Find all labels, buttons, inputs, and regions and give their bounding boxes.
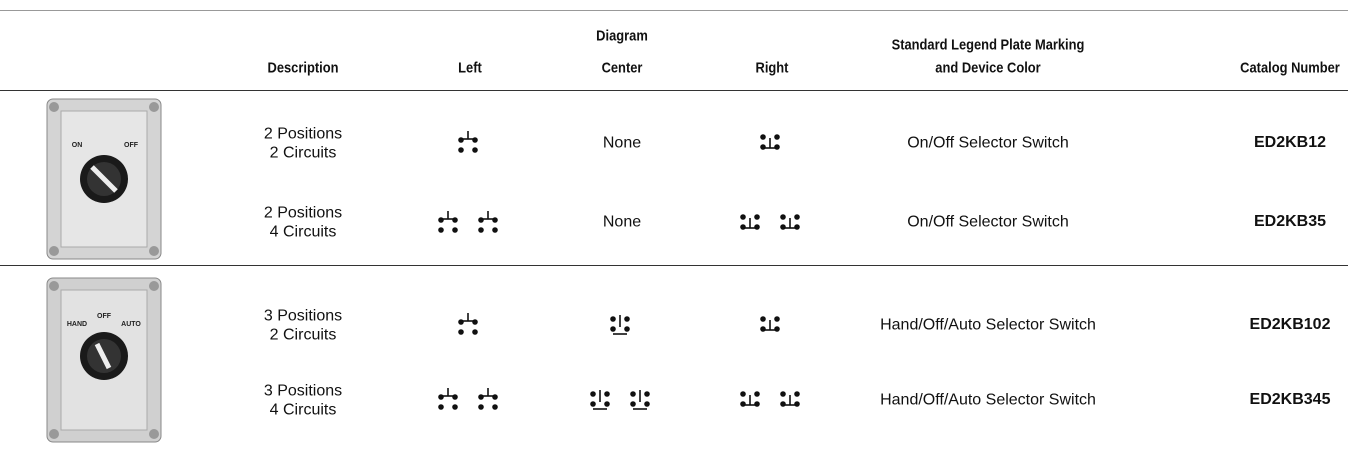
catalog-number: ED2KB345	[1249, 391, 1331, 408]
catalog-number: ED2KB102	[1249, 316, 1331, 333]
switch-photo: OFF HAND AUTO	[46, 277, 162, 443]
header-diagram: Diagram	[596, 27, 648, 45]
header-description: Description	[267, 59, 339, 77]
header-catalog: Catalog Number	[1240, 59, 1340, 77]
legend: On/Off Selector Switch	[907, 213, 1069, 231]
description: 3 Positions	[263, 382, 343, 399]
catalog-number: ED2KB12	[1253, 134, 1327, 151]
center-diagram: None	[602, 134, 642, 152]
center-diagram: None	[602, 213, 642, 231]
diagram-left	[438, 387, 498, 410]
top-rule	[0, 10, 1348, 11]
plate-label: ON	[72, 142, 83, 149]
diagram-center	[610, 314, 630, 335]
plate-label: HAND	[67, 321, 87, 328]
description: 4 Circuits	[269, 223, 337, 240]
header-center: Center	[601, 59, 643, 77]
diagram-right	[740, 214, 800, 230]
group-rule	[0, 265, 1348, 266]
header-rule	[0, 90, 1348, 91]
plate-label: OFF	[124, 142, 139, 149]
diagram-center	[590, 389, 650, 410]
diagram-left	[458, 312, 478, 335]
description: 2 Positions	[263, 204, 343, 221]
diagram-right	[760, 134, 780, 150]
plate-label: AUTO	[121, 321, 141, 328]
catalog-number: ED2KB35	[1253, 213, 1327, 230]
description: 4 Circuits	[269, 401, 337, 418]
diagram-left	[438, 210, 498, 233]
diagram-right	[760, 316, 780, 332]
header-legend: and Device Color	[935, 59, 1041, 77]
legend: Hand/Off/Auto Selector Switch	[880, 391, 1096, 409]
description: 2 Circuits	[269, 326, 337, 343]
diagram-right	[740, 391, 800, 407]
header-left: Left	[458, 59, 482, 77]
description: 3 Positions	[263, 307, 343, 324]
legend: On/Off Selector Switch	[907, 134, 1069, 152]
legend: Hand/Off/Auto Selector Switch	[880, 316, 1096, 334]
description: 2 Positions	[263, 125, 343, 142]
header-legend: Standard Legend Plate Marking	[891, 36, 1085, 54]
diagram-left	[458, 130, 478, 153]
plate-label: OFF	[97, 313, 112, 320]
header-right: Right	[755, 59, 789, 77]
switch-photo: ON OFF	[46, 98, 162, 260]
description: 2 Circuits	[269, 144, 337, 161]
